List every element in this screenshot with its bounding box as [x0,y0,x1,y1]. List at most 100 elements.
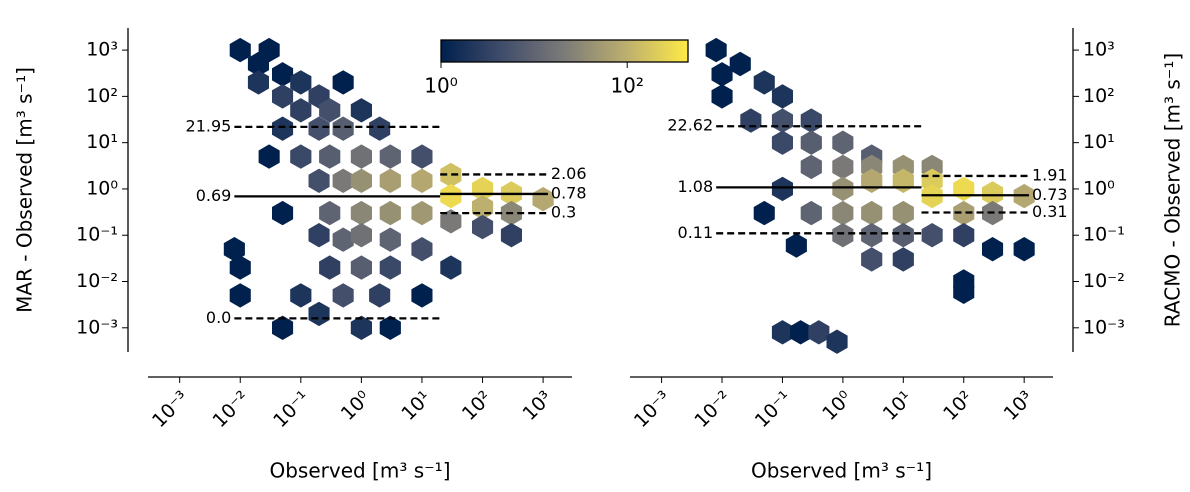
hexbin-cell [290,144,312,169]
hexbin-cell [379,255,401,280]
hexbin-cell [308,223,330,248]
hexbin-cell [753,200,775,226]
hexbin-cell [771,176,793,202]
hexbin-cell [379,315,401,340]
hexbin-cell [229,37,251,63]
hexbin-cell [500,223,522,248]
hexbin-cell [411,237,433,262]
reference-label: 0.11 [678,223,714,242]
hexbin-cell [892,247,914,272]
hexbin-cell [861,223,883,248]
hexbin-cell [740,108,762,133]
hexbin-cell [808,320,830,345]
x-axis-label: Observed [m³ s⁻¹] [269,459,450,483]
hexbin-cell [379,144,401,169]
panel: 21.95 0.69 0.0 2.060.780.3 10⁻³ 10⁻² 10⁻¹ 10⁰ 10… [13,28,587,483]
hexbin-cell [350,223,372,248]
colorbar: 10⁰ 10² [424,39,689,98]
y-tick-label: 10⁻¹ [76,224,118,246]
hexbin-cell [753,70,775,95]
y-tick-label: 10⁰ [86,177,118,199]
hexbin-cell [290,98,312,123]
hexbin-cell [826,329,848,354]
hexbin-cell [832,176,854,202]
hexbin-cell [440,255,462,280]
hexbin-cell [440,183,462,209]
hexbin-cell [272,200,294,226]
hexbin-cell [290,283,312,308]
hexbin-cell [379,200,401,226]
hexbin-cell [711,62,733,87]
hexbin-cell [332,168,354,193]
x-tick-label: 10⁻³ [148,387,193,432]
hexbin-cell [921,168,943,193]
reference-label: 22.62 [667,116,713,135]
hexbin-cell [272,315,294,340]
hexbin-cell [332,116,354,141]
hexbin-cell [350,255,372,280]
reference-label: 0.0 [206,308,231,327]
y-tick-label: 10⁻² [1083,270,1125,292]
hexbin-cell [350,315,372,340]
hexbin-cell [308,116,330,141]
hexbin-cell [892,223,914,248]
x-tick-label: 10³ [518,387,556,425]
hexbin-cell [921,223,943,248]
hexbin-cell [982,181,1004,206]
hexbin-cell [290,70,312,95]
hexbin-cell [350,200,372,226]
hexbin-cell [308,301,330,327]
reference-label: 1.91 [1032,165,1068,184]
hexbin-cell [369,116,391,141]
reference-label: 0.69 [196,186,232,205]
hexbin-cell [771,108,793,133]
hexbin-cell [272,62,294,87]
hexbin-cell [771,130,793,155]
hexbin-cell [785,233,807,258]
hexbin-cell [350,168,372,193]
y-tick-label: 10¹ [86,131,118,153]
reference-label: 1.08 [678,177,714,196]
hexbin-cell [771,320,793,345]
y-tick-label: 10⁻³ [76,316,118,338]
hexbin-cell [319,144,341,169]
hexbin-cell [800,130,822,155]
hexbin-cell [350,98,372,123]
hexbin-cell [953,279,975,304]
hexbin-cell [832,154,854,180]
hexbin-cell [332,70,354,95]
hexbin-cell [800,108,822,133]
hexbin-cell [350,144,372,169]
hexbin-cell [411,168,433,193]
x-tick-label: 10² [939,387,977,425]
hexbin-cell [472,214,494,240]
hexbin-cell [272,84,294,109]
hexbin-cell [861,200,883,226]
reference-label: 2.06 [551,164,587,183]
y-tick-label: 10³ [86,39,118,61]
hexbin-cell [892,200,914,226]
reference-label: 0.73 [1032,185,1068,204]
hexbin-cell [771,84,793,109]
hexbin-cell [319,98,341,123]
hexbin-cell [319,200,341,226]
hexbin-cell [332,283,354,308]
hexbin-cell [440,209,462,234]
x-tick-label: 10⁰ [818,387,856,425]
hexbin-cell [223,237,245,262]
colorbar-tick-label: 10⁰ [424,74,457,98]
y-tick-label: 10¹ [1083,131,1115,153]
hexbin-cell [790,320,812,345]
reference-label: 21.95 [186,116,232,135]
y-tick-label: 10³ [1083,39,1115,61]
y-tick-label: 10² [86,85,118,107]
hexbin-cell [953,200,975,226]
x-axis-label: Observed [m³ s⁻¹] [751,459,932,483]
x-tick-label: 10⁻¹ [269,387,314,432]
y-axis-label: MAR - Observed [m³ s⁻¹] [13,67,37,313]
hexbin-cell [319,255,341,280]
hexbin-cell [440,162,462,188]
x-tick-label: 10⁰ [337,387,375,425]
x-tick-label: 10² [458,387,496,425]
